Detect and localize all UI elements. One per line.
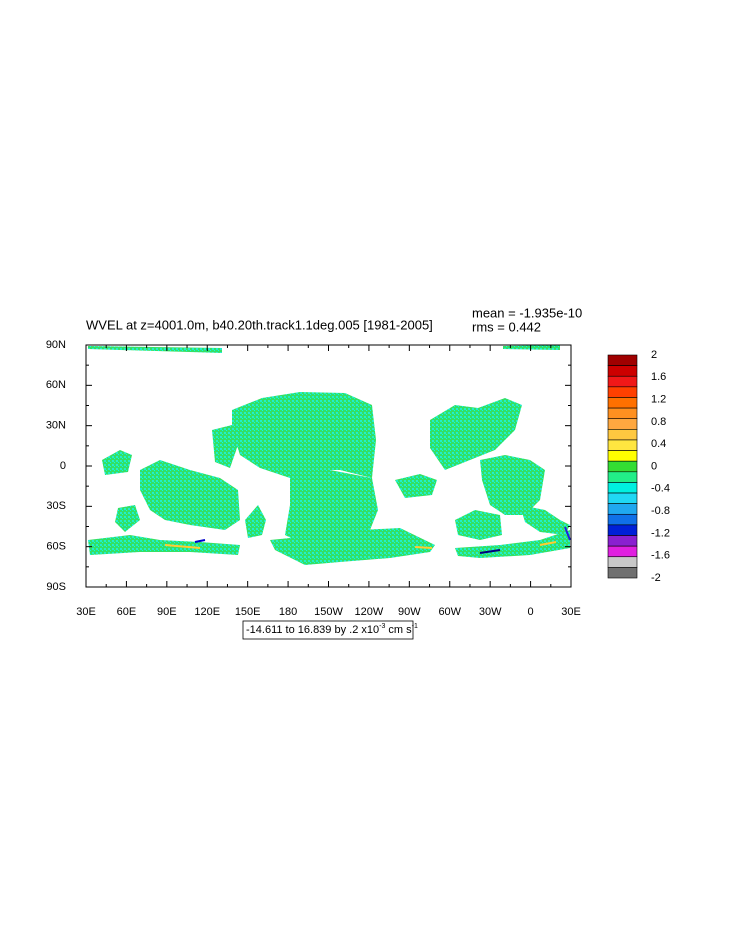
colorbar-box: [607, 535, 638, 547]
lon-label: 150E: [235, 606, 261, 618]
lon-label: 90E: [157, 606, 177, 618]
info-exp: -3: [379, 623, 385, 630]
lon-label: 180: [279, 606, 297, 618]
colorbar-box: [607, 450, 638, 462]
colorbar-label: -1.6: [651, 550, 670, 562]
colorbar-label: 1.6: [651, 371, 666, 383]
lat-label: 60N: [46, 379, 66, 391]
colorbar-box: [607, 418, 638, 430]
colorbar-box: [607, 429, 638, 441]
colorbar-box: [607, 556, 638, 568]
lon-label: 30E: [561, 606, 581, 618]
lon-label: 30E: [76, 606, 96, 618]
colorbar-box: [607, 545, 638, 558]
colorbar-box: [607, 503, 638, 515]
lat-label: 90S: [46, 581, 66, 593]
colorbar-label: 0: [651, 460, 657, 472]
colorbar-box: [607, 482, 638, 494]
colorbar-label: 0.8: [651, 416, 666, 428]
ticks: 90N 60N 30N 0 30S 60S 90S 30E 60E 90E 120E 150E 180 1…: [46, 339, 581, 618]
colorbar-label: -2: [651, 572, 661, 584]
lon-label: 60E: [117, 606, 137, 618]
map-field: [88, 345, 570, 565]
lat-label: 30S: [46, 500, 66, 512]
lat-label: 60S: [46, 541, 66, 553]
lon-label: 30W: [479, 606, 502, 618]
colorbar: 2 1.6 1.2 0.8 0.4 0 -0.4 -0.8 -1.2 -1.6 -2: [607, 349, 670, 584]
colorbar-label: -0.4: [651, 483, 670, 495]
lon-label: 150W: [314, 606, 343, 618]
colorbar-label: -0.8: [651, 505, 670, 517]
colorbar-box: [607, 524, 638, 536]
lat-label: 90N: [46, 339, 66, 351]
colorbar-box: [607, 492, 638, 504]
colorbar-box: [607, 365, 638, 377]
map-edge-highlights: [164, 526, 571, 554]
info-unit: cm s: [388, 624, 412, 636]
colorbar-box: [607, 354, 638, 366]
info-box: [242, 620, 414, 640]
lon-label: 60W: [438, 606, 461, 618]
mean-stat: mean = -1.935e-10: [472, 305, 582, 320]
lat-label: 0: [60, 460, 66, 472]
info-unit-exp: -1: [412, 623, 418, 630]
colorbar-box: [607, 439, 638, 451]
lon-label: 0: [528, 606, 534, 618]
colorbar-box: [607, 513, 638, 526]
colorbar-label: 1.2: [651, 394, 666, 406]
colorbar-box: [607, 460, 638, 473]
colorbar-label: 2: [651, 349, 657, 361]
colorbar-box: [607, 471, 638, 483]
colorbar-label: 0.4: [651, 438, 666, 450]
colorbar-box: [607, 407, 638, 420]
rms-stat: rms = 0.442: [472, 319, 541, 334]
info-main: -14.611 to 16.839 by .2 x10: [246, 624, 379, 636]
colorbar-box: [607, 375, 638, 388]
colorbar-box: [607, 397, 638, 409]
colorbar-box: [607, 386, 638, 398]
lon-label: 120E: [194, 606, 220, 618]
title: WVEL at z=4001.0m, b40.20th.track1.1deg.…: [86, 317, 433, 332]
lon-label: 120W: [355, 606, 384, 618]
lat-label: 30N: [46, 420, 66, 432]
info-text: -14.611 to 16.839 by .2 x10-3 cm s-1: [246, 623, 418, 636]
lon-label: 90W: [398, 606, 421, 618]
colorbar-box: [607, 567, 638, 579]
colorbar-label: -1.2: [651, 527, 670, 539]
